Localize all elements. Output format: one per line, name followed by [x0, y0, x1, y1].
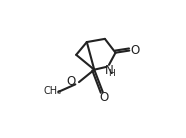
- Text: N: N: [105, 64, 114, 77]
- Text: H: H: [108, 69, 115, 78]
- Text: O: O: [130, 44, 139, 57]
- Text: CH₃: CH₃: [43, 87, 61, 96]
- Text: O: O: [66, 75, 76, 88]
- Text: O: O: [99, 91, 108, 104]
